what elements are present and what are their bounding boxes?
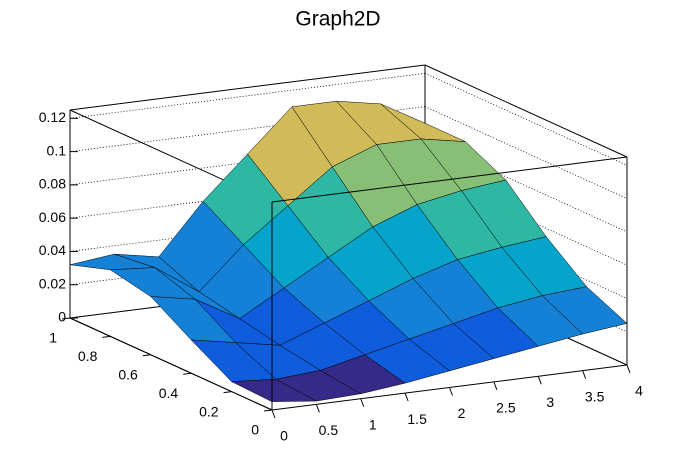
x-tick-label: 0.5 <box>319 422 339 438</box>
y-tick <box>183 372 192 375</box>
grid-line <box>424 72 628 166</box>
z-tick-label: 0.06 <box>39 209 66 225</box>
x-tick <box>537 376 542 385</box>
x-tick-label: 4 <box>635 383 643 399</box>
grid-line <box>424 106 628 199</box>
x-tick-label: 3.5 <box>585 388 605 404</box>
z-tick-label: 0.12 <box>39 109 66 125</box>
z-tick-label: 0.1 <box>47 142 67 158</box>
x-tick-label: 1 <box>369 416 377 432</box>
y-tick-label: 1 <box>49 330 57 346</box>
x-tick <box>582 370 587 379</box>
z-tick-label: 0.04 <box>39 242 66 258</box>
y-tick <box>102 335 111 338</box>
surface-cell <box>230 379 318 402</box>
y-tick <box>263 409 273 412</box>
x-tick <box>315 404 320 413</box>
y-tick-label: 0.6 <box>118 367 138 383</box>
x-tick <box>360 398 365 407</box>
x-tick <box>449 387 453 396</box>
x-tick <box>271 409 276 419</box>
box-edge <box>271 156 628 203</box>
x-tick-label: 2 <box>458 405 466 421</box>
z-tick-label: 0.08 <box>39 176 66 192</box>
box-edge <box>69 317 273 411</box>
y-tick-label: 0.4 <box>159 385 179 401</box>
y-tick <box>142 354 151 357</box>
x-tick <box>626 364 631 374</box>
x-tick-label: 0 <box>280 428 288 444</box>
y-tick-label: 0.2 <box>199 403 219 419</box>
y-tick <box>223 391 232 394</box>
x-tick-label: 2.5 <box>496 400 516 416</box>
box-edge <box>69 64 426 111</box>
y-tick-label: 0 <box>251 422 259 438</box>
x-tick-label: 1.5 <box>407 411 427 427</box>
x-tick <box>404 392 409 402</box>
x-tick-label: 3 <box>546 394 554 410</box>
box-edge <box>424 64 628 158</box>
z-tick-label: 0.02 <box>39 275 66 291</box>
y-tick-label: 0.8 <box>78 348 98 364</box>
z-tick-label: 0 <box>58 309 66 325</box>
chart-title: Graph2D <box>295 8 380 31</box>
x-tick <box>493 381 498 391</box>
y-tick <box>61 317 71 320</box>
